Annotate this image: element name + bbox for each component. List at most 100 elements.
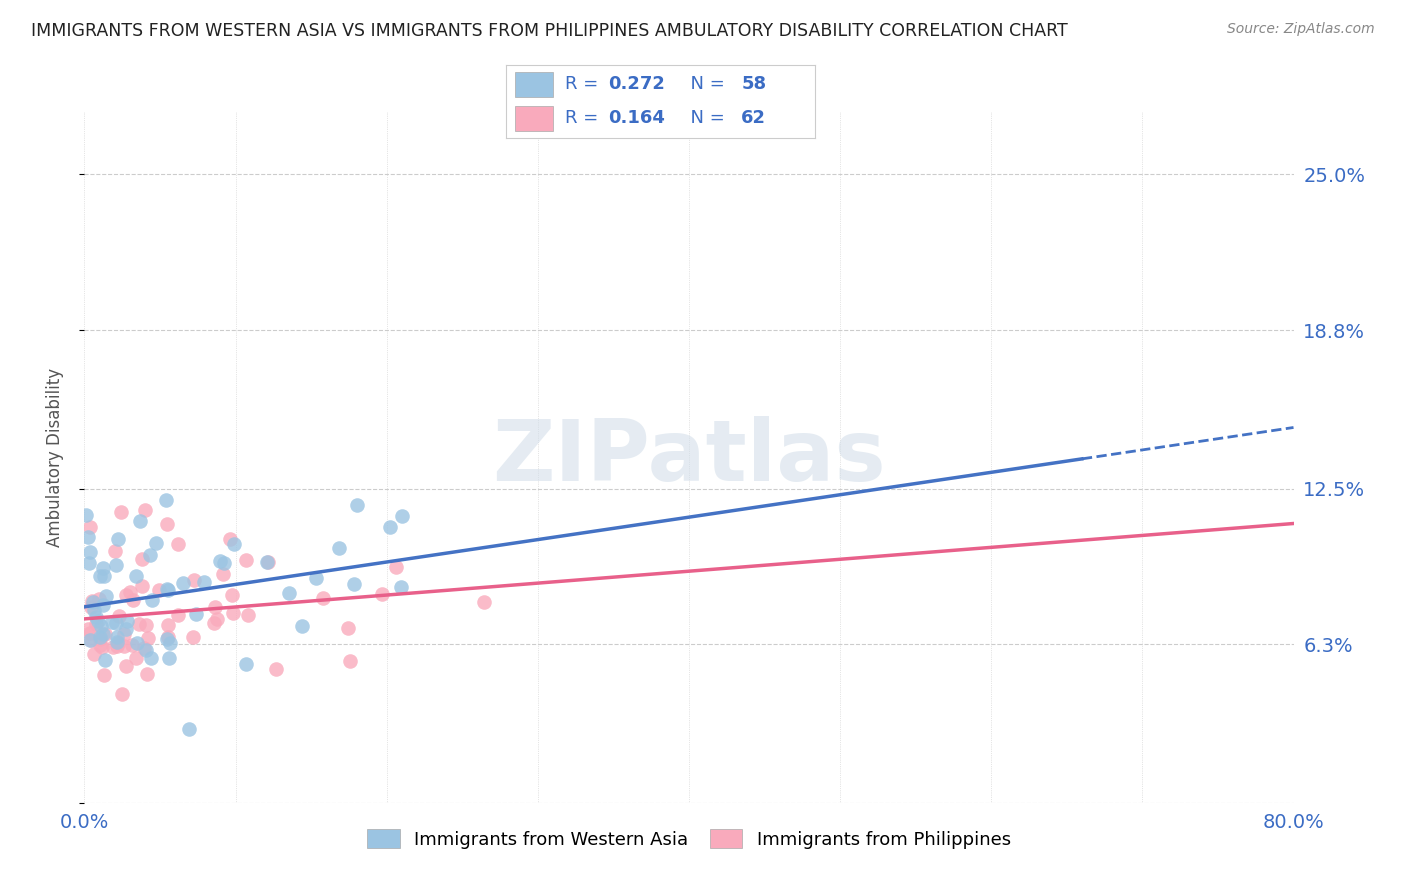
Point <box>136 631 159 645</box>
Point <box>256 555 278 569</box>
Point <box>83 647 105 661</box>
Point <box>378 520 401 534</box>
Legend: Immigrants from Western Asia, Immigrants from Philippines: Immigrants from Western Asia, Immigrants… <box>360 822 1018 856</box>
Point <box>139 650 162 665</box>
Point <box>80 633 103 648</box>
Point <box>87 614 110 628</box>
Point <box>207 612 229 626</box>
Point <box>121 592 143 607</box>
Text: N =: N = <box>679 109 731 127</box>
Point <box>211 567 233 582</box>
Point <box>134 640 156 655</box>
Point <box>221 607 243 621</box>
Point <box>104 558 127 572</box>
Point <box>131 579 153 593</box>
Point <box>89 632 111 646</box>
Point <box>107 532 129 546</box>
Point <box>86 616 108 631</box>
Point <box>157 618 180 632</box>
Point <box>94 589 117 603</box>
Text: Source: ZipAtlas.com: Source: ZipAtlas.com <box>1227 22 1375 37</box>
Point <box>104 544 127 558</box>
Point <box>370 587 392 601</box>
Point <box>120 585 142 599</box>
Point <box>77 623 100 637</box>
Point <box>346 499 368 513</box>
Point <box>115 614 138 628</box>
Point <box>145 536 167 550</box>
Point <box>172 576 194 591</box>
Point <box>90 619 112 633</box>
Text: N =: N = <box>679 75 731 93</box>
Y-axis label: Ambulatory Disability: Ambulatory Disability <box>45 368 63 547</box>
Point <box>183 574 205 588</box>
Text: R =: R = <box>565 75 605 93</box>
Point <box>124 569 146 583</box>
Point <box>212 556 235 570</box>
Point <box>105 639 128 653</box>
Point <box>224 537 246 551</box>
Point <box>472 595 495 609</box>
Point <box>79 626 101 640</box>
Point <box>135 643 157 657</box>
Point <box>336 621 359 635</box>
Point <box>135 666 157 681</box>
Point <box>131 552 153 566</box>
Point <box>115 658 138 673</box>
Point <box>181 630 204 644</box>
Point <box>115 588 138 602</box>
Point <box>148 582 170 597</box>
Point <box>87 592 110 607</box>
Point <box>384 560 406 574</box>
Point <box>264 662 287 676</box>
Point <box>159 636 181 650</box>
Point <box>256 555 278 569</box>
Point <box>134 503 156 517</box>
Point <box>76 530 98 544</box>
Point <box>94 627 117 641</box>
Point <box>156 582 179 597</box>
Point <box>221 588 243 602</box>
Point <box>391 508 413 523</box>
Point <box>108 609 131 624</box>
Point <box>135 617 157 632</box>
Point <box>218 533 240 547</box>
Point <box>155 492 177 507</box>
Point <box>238 608 260 623</box>
Point <box>91 561 114 575</box>
Point <box>177 722 200 736</box>
Point <box>139 549 162 563</box>
Point <box>184 607 207 622</box>
Point <box>79 545 101 559</box>
Point <box>79 632 101 647</box>
Point <box>93 569 115 583</box>
Point <box>291 619 314 633</box>
Point <box>84 610 107 624</box>
Text: 0.272: 0.272 <box>609 75 665 93</box>
Point <box>75 508 97 522</box>
Point <box>125 651 148 665</box>
Point <box>156 517 179 532</box>
Point <box>112 627 135 641</box>
Point <box>128 616 150 631</box>
Point <box>90 640 112 655</box>
Point <box>114 622 136 636</box>
Point <box>128 514 150 528</box>
Point <box>82 595 104 609</box>
Point <box>100 615 122 630</box>
Point <box>89 638 111 652</box>
Point <box>156 632 179 646</box>
Point <box>80 594 103 608</box>
Point <box>343 577 366 591</box>
Point <box>167 537 190 551</box>
Point <box>105 630 128 644</box>
Point <box>93 652 115 666</box>
Point <box>339 654 361 668</box>
Point <box>91 598 114 612</box>
Point <box>235 657 257 671</box>
Point <box>104 616 127 631</box>
Text: 58: 58 <box>741 75 766 93</box>
Point <box>156 582 179 596</box>
Point <box>141 593 163 607</box>
FancyBboxPatch shape <box>516 106 553 131</box>
